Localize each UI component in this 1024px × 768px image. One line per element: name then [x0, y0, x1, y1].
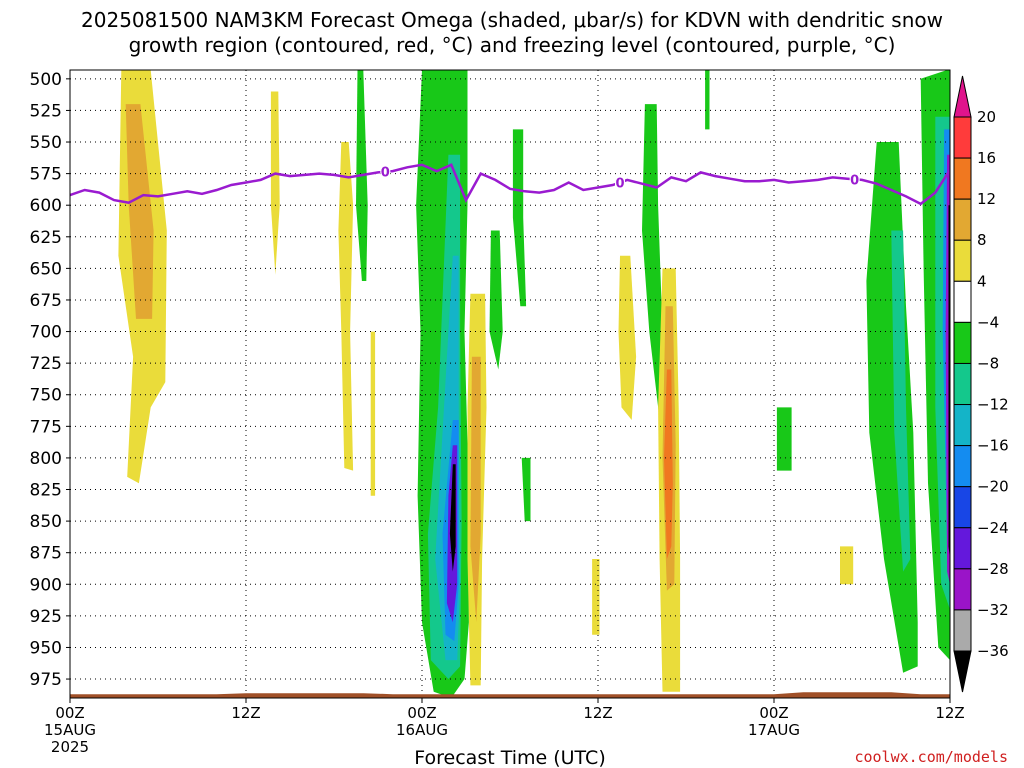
freezing-level-contour: 0 0 0 [70, 163, 950, 206]
colorbar-segment [953, 239, 972, 282]
colorbar-tick-label: 8 [977, 231, 987, 249]
omega-region-24 [776, 407, 792, 471]
omega-region-15 [512, 129, 527, 307]
gridlines [70, 70, 950, 698]
colorbar-segment [953, 445, 972, 488]
freezing-level-label: 0 [381, 166, 390, 181]
freezing-label-bg [380, 164, 391, 178]
y-tick-label: 725 [30, 354, 62, 374]
colorbar-tick-label: −28 [977, 560, 1009, 578]
freezing-level-label: 0 [615, 176, 624, 191]
colorbar-segment [953, 198, 972, 241]
y-tick-label: 650 [30, 259, 62, 279]
x-tick-label: 00Z [759, 704, 788, 722]
colorbar-tick-label: −16 [977, 437, 1009, 455]
x-tick-label: 12Z [231, 704, 260, 722]
colorbar-bottom-arrow [953, 650, 972, 693]
freezing-level-label: 0 [850, 173, 859, 188]
colorbar-tick-label: 4 [977, 272, 987, 290]
y-tick-label: 850 [30, 512, 62, 532]
y-tick-label: 950 [30, 638, 62, 658]
colorbar-tick-label: −36 [977, 642, 1009, 660]
omega-region-3 [338, 142, 354, 471]
colorbar-tick-label: 12 [977, 190, 996, 208]
y-tick-label: 925 [30, 607, 62, 627]
omega-region-11 [449, 464, 456, 572]
freezing-label-bg [849, 172, 860, 186]
colorbar: 20 16 12 8 4 −4 −8 −12 −16 −20 −24 −28 −32 −36 [953, 75, 1009, 693]
chart-title-line1: 2025081500 NAM3KM Forecast Omega (shaded… [81, 8, 943, 32]
y-axis-ticks: 500 525 550 575 600 625 650 675 700 725 750 775 800 8… [30, 70, 70, 690]
colorbar-segment [953, 404, 972, 447]
y-tick-label: 975 [30, 670, 62, 690]
colorbar-tick-label: −8 [977, 354, 999, 372]
colorbar-segment [953, 527, 972, 570]
x-tick-date: 17AUG [748, 721, 800, 739]
colorbar-tick-label: −4 [977, 313, 999, 331]
y-tick-label: 500 [30, 70, 62, 90]
omega-region-18 [618, 255, 637, 420]
x-tick-date: 15AUG [44, 721, 96, 739]
y-tick-label: 600 [30, 196, 62, 216]
y-tick-label: 800 [30, 449, 62, 469]
x-tick-year: 2025 [51, 738, 89, 756]
freezing-label-bg [615, 175, 625, 189]
x-tick-date: 16AUG [396, 721, 448, 739]
y-tick-label: 625 [30, 228, 62, 248]
y-tick-label: 550 [30, 133, 62, 153]
credit-text: coolwx.com/models [854, 748, 1008, 766]
colorbar-segment [953, 362, 972, 406]
ground-fill [70, 692, 950, 698]
x-tick-label: 12Z [583, 704, 612, 722]
omega-region-23 [705, 70, 710, 130]
y-tick-label: 750 [30, 386, 62, 406]
colorbar-tick-label: 16 [977, 149, 996, 167]
y-tick-label: 525 [30, 101, 62, 121]
plot-frame [69, 69, 951, 699]
y-tick-label: 675 [30, 291, 62, 311]
freezing-level-line [70, 163, 950, 206]
chart-title-line2: growth region (contoured, red, °C) and f… [129, 33, 896, 57]
colorbar-top-arrow [953, 75, 972, 118]
x-tick-label: 00Z [407, 704, 436, 722]
y-tick-label: 900 [30, 575, 62, 595]
omega-region-27 [891, 230, 911, 572]
omega-region-22 [664, 369, 673, 559]
colorbar-tick-label: −12 [977, 396, 1009, 414]
omega-region-26 [866, 142, 918, 673]
colorbar-tick-label: −32 [977, 601, 1009, 619]
y-tick-label: 825 [30, 481, 62, 501]
y-tick-label: 575 [30, 165, 62, 185]
colorbar-segment [953, 568, 972, 611]
ground-band [70, 692, 950, 698]
omega-region-5 [370, 331, 376, 496]
omega-region-1 [125, 104, 154, 319]
omega-region-25 [840, 546, 854, 585]
colorbar-tick-label: −20 [977, 478, 1009, 496]
y-tick-label: 875 [30, 544, 62, 564]
omega-shading [118, 70, 950, 698]
colorbar-segment [953, 280, 972, 323]
colorbar-segment [953, 486, 972, 529]
colorbar-segment [953, 609, 972, 652]
omega-region-14 [489, 230, 503, 370]
y-tick-label: 775 [30, 417, 62, 437]
x-axis-label: Forecast Time (UTC) [414, 747, 605, 768]
colorbar-segment [953, 321, 972, 364]
x-tick-label: 12Z [935, 704, 964, 722]
x-tick-label: 00Z [55, 704, 84, 722]
colorbar-tick-label: −24 [977, 519, 1009, 537]
colorbar-tick-label: 20 [977, 108, 996, 126]
omega-region-16 [521, 457, 531, 522]
colorbar-segment [953, 157, 972, 200]
colorbar-segment [953, 116, 972, 159]
omega-region-2 [270, 91, 280, 275]
y-tick-label: 700 [30, 323, 62, 343]
